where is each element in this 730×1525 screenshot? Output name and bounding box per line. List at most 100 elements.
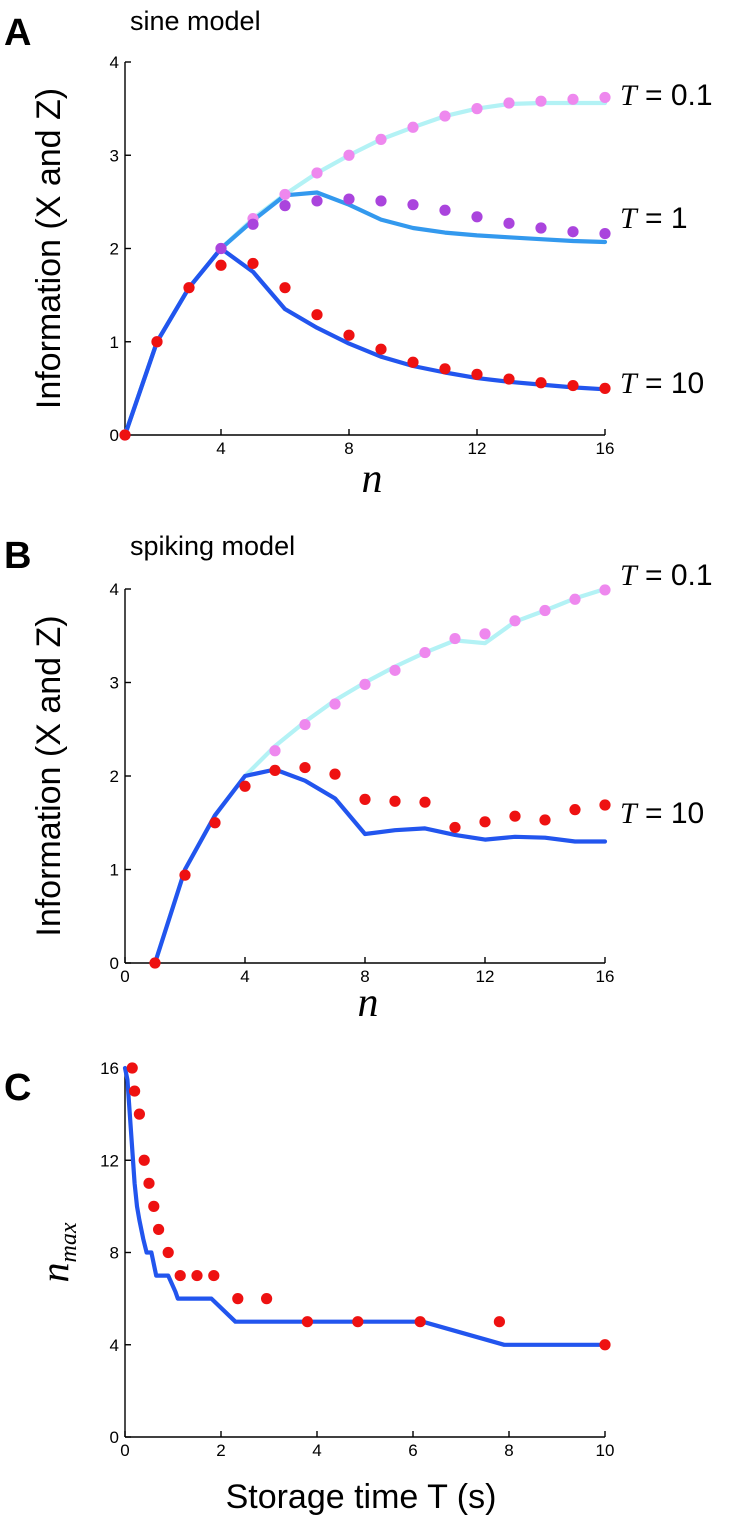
data-point	[449, 821, 461, 834]
panel-letter: A	[4, 12, 31, 54]
data-point	[343, 329, 355, 341]
data-point	[439, 110, 451, 122]
data-point	[407, 356, 419, 368]
y-tick-label: 0	[110, 954, 119, 973]
series-line	[122, 1065, 608, 1347]
x-tick-label: 0	[120, 1441, 129, 1460]
panel-title: sine model	[130, 6, 261, 36]
data-point	[329, 698, 341, 710]
data-point	[509, 615, 521, 627]
y-tick-label: 1	[110, 861, 119, 880]
y-tick-label: 1	[110, 333, 119, 352]
data-point	[599, 799, 611, 811]
y-tick-label: 4	[110, 1336, 119, 1355]
data-point	[509, 810, 521, 822]
data-point	[138, 1154, 150, 1166]
x-tick-label: 12	[468, 439, 487, 458]
data-point	[153, 1223, 165, 1236]
x-tick-label: 4	[216, 439, 225, 458]
data-point	[329, 768, 341, 780]
data-point	[389, 795, 401, 807]
panel-letter: C	[4, 1067, 31, 1109]
data-point	[149, 957, 161, 969]
data-point	[449, 632, 461, 645]
x-axis-label: n	[362, 456, 383, 502]
data-point	[439, 204, 451, 216]
series-line	[122, 246, 608, 438]
panel-C: C 0 2 4 6 8 10 0 4 8 12 16 nmax Storage time T (s)	[4, 1059, 614, 1516]
y-tick-label: 4	[110, 580, 119, 599]
data-point	[208, 1269, 220, 1282]
data-point	[535, 377, 547, 389]
data-point	[261, 1293, 273, 1305]
data-point	[279, 200, 291, 212]
data-point	[359, 793, 371, 805]
data-point	[407, 199, 419, 211]
panel-title: spiking model	[130, 531, 295, 561]
data-point	[599, 1339, 611, 1351]
data-point	[503, 217, 515, 229]
data-point	[239, 780, 251, 792]
x-tick-label: 16	[596, 967, 615, 986]
data-point	[389, 664, 401, 676]
data-point	[269, 764, 281, 776]
data-point	[279, 188, 291, 201]
data-point	[471, 368, 483, 380]
x-tick-label: 10	[596, 1441, 615, 1460]
x-tick-label: 16	[596, 439, 615, 458]
data-point	[503, 97, 515, 109]
x-tick-label: 8	[360, 967, 369, 986]
y-tick-label: 4	[110, 53, 119, 72]
data-point	[215, 259, 227, 271]
x-tick-label: 4	[240, 967, 249, 986]
series-label: T = 10	[620, 367, 704, 400]
data-point	[567, 379, 579, 392]
y-tick-label: 2	[110, 240, 119, 259]
data-point	[569, 804, 581, 816]
series-line	[122, 190, 608, 438]
data-point	[503, 373, 515, 385]
y-tick-label: 3	[110, 674, 119, 693]
series-label: T = 0.1	[620, 559, 713, 592]
series-label: T = 0.1	[620, 79, 713, 112]
data-point	[419, 796, 431, 808]
data-point	[407, 121, 419, 133]
data-point	[535, 95, 547, 107]
data-point	[311, 167, 323, 179]
data-point	[493, 1316, 505, 1328]
data-point	[352, 1316, 364, 1328]
data-point	[599, 227, 611, 240]
data-point	[471, 211, 483, 223]
series-line	[152, 767, 608, 966]
data-point	[375, 195, 387, 207]
y-axis-label: nmax	[32, 1222, 82, 1282]
data-point	[375, 133, 387, 145]
x-tick-label: 4	[312, 1441, 321, 1460]
data-point	[174, 1269, 186, 1282]
x-tick-label: 2	[216, 1441, 225, 1460]
x-axis-label: n	[358, 980, 379, 1026]
data-point	[269, 745, 281, 757]
data-point	[479, 816, 491, 828]
data-point	[567, 226, 579, 238]
data-point	[183, 282, 195, 294]
data-point	[599, 584, 611, 596]
data-point	[359, 678, 371, 690]
data-point	[162, 1246, 174, 1259]
data-point	[148, 1200, 160, 1212]
data-point	[143, 1177, 155, 1189]
data-point	[179, 869, 191, 881]
data-point	[191, 1269, 203, 1282]
x-tick-label: 8	[344, 439, 353, 458]
data-point	[539, 814, 551, 826]
data-point	[126, 1062, 138, 1074]
series-line	[152, 586, 608, 966]
data-point	[247, 257, 259, 270]
data-point	[375, 343, 387, 355]
data-point	[419, 646, 431, 659]
data-point	[301, 1316, 313, 1328]
x-tick-label: 8	[504, 1441, 513, 1460]
data-point	[567, 93, 579, 105]
